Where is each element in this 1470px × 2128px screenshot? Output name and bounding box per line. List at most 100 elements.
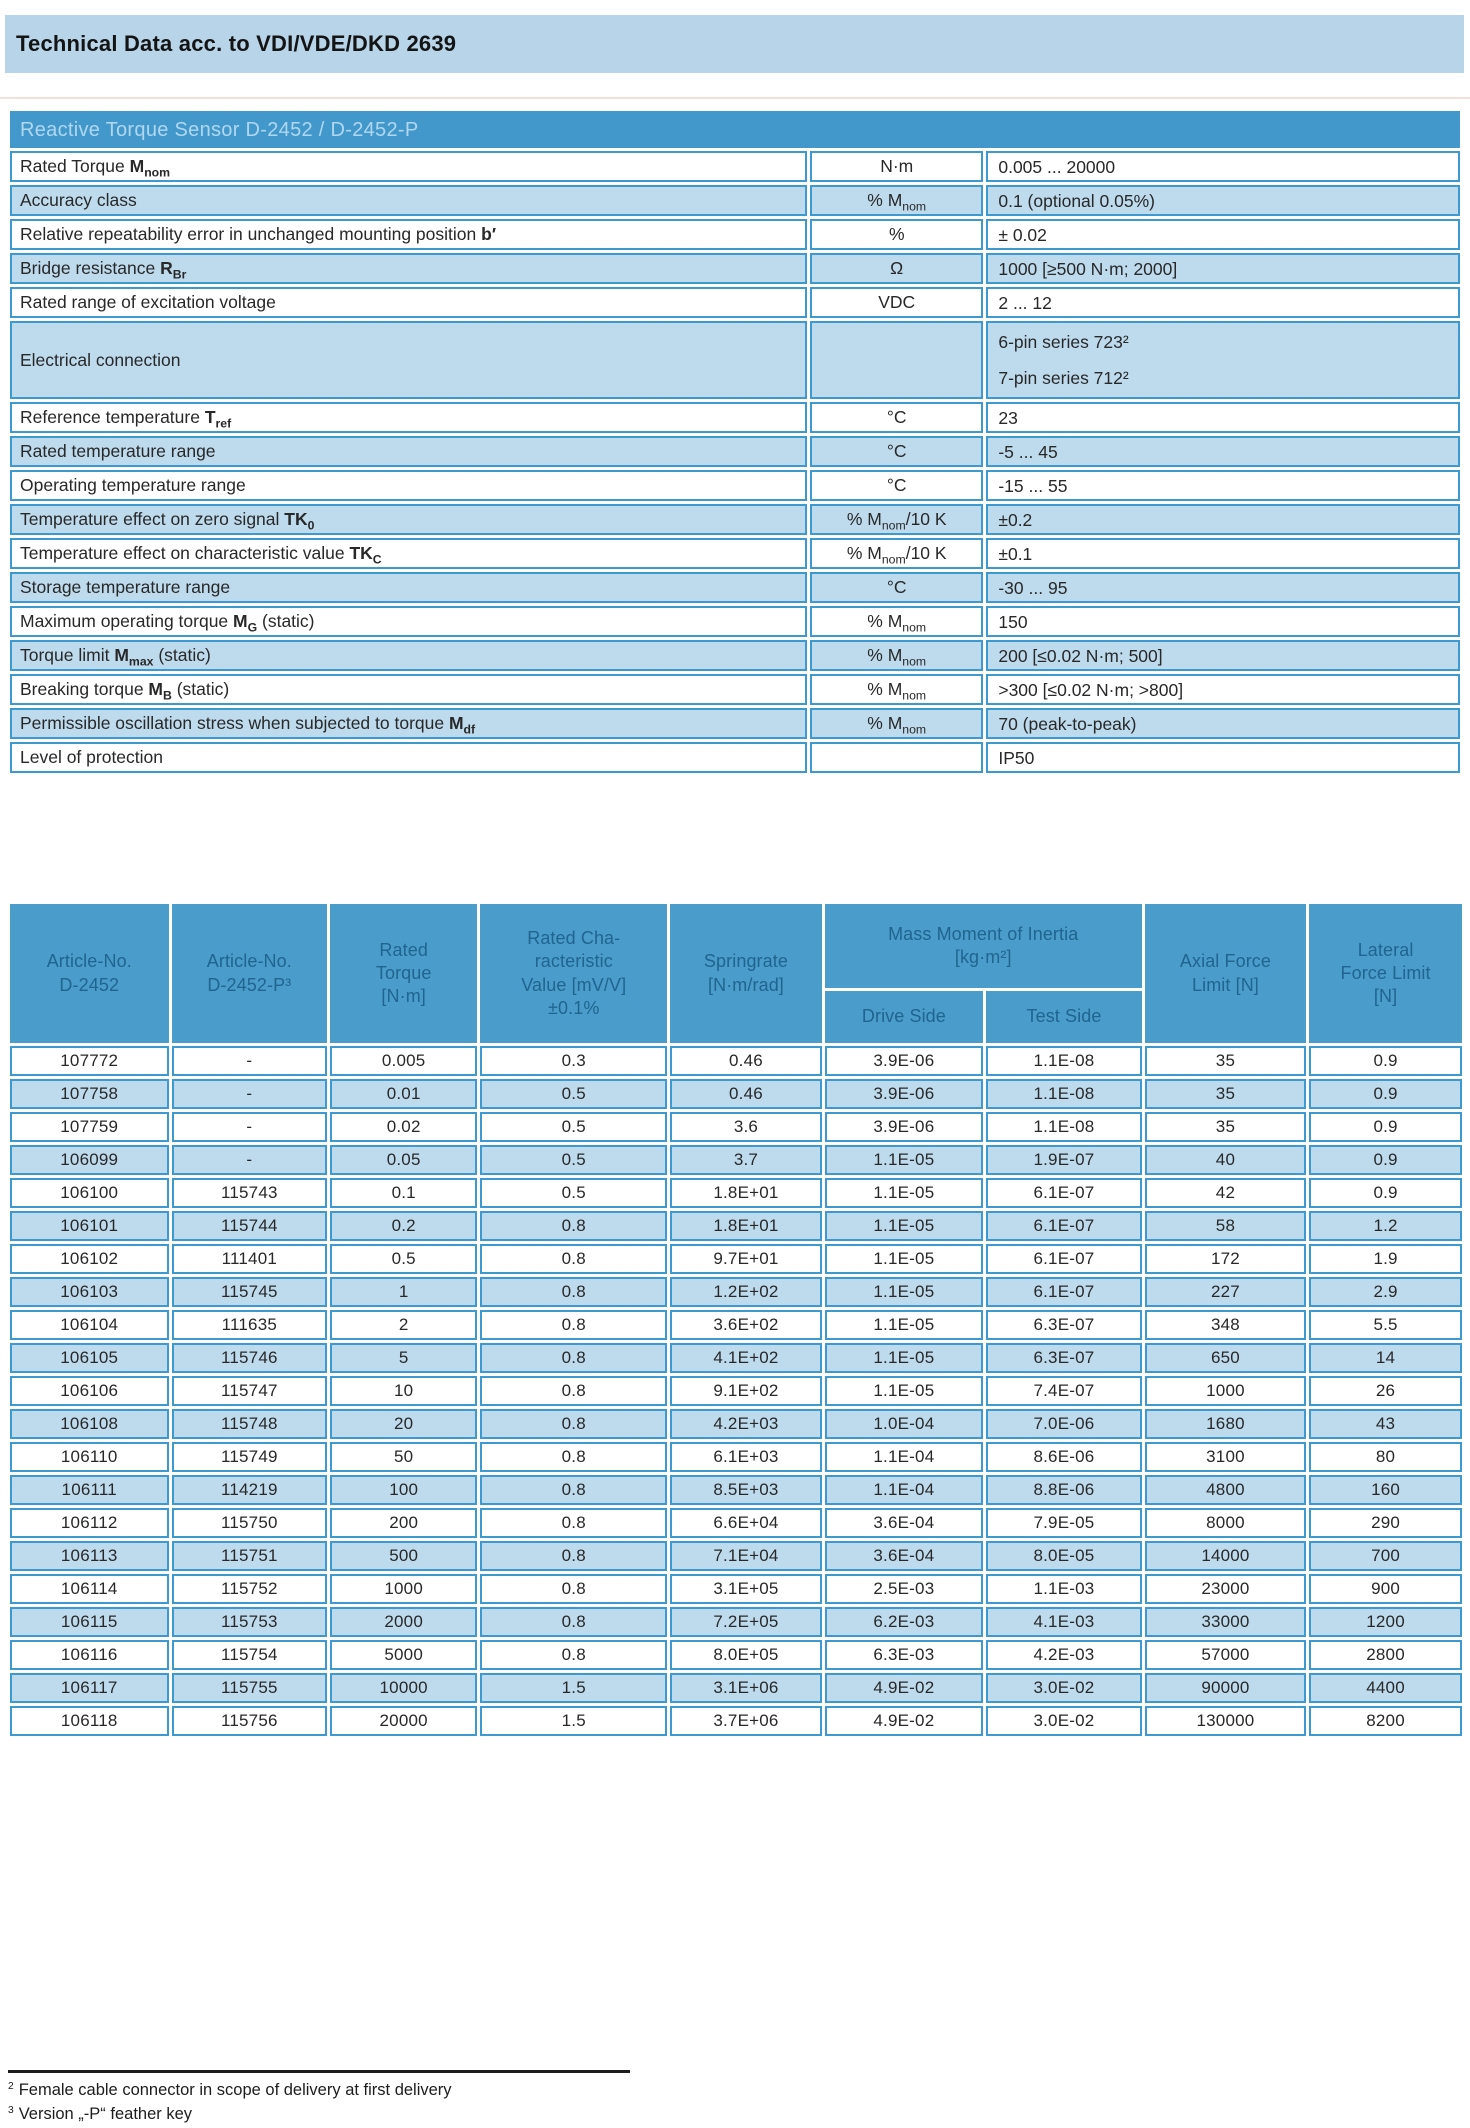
table-cell: 1.5 <box>480 1673 668 1703</box>
spec-row: Storage temperature range °C -30 ... 95 <box>10 572 1460 603</box>
table-cell: 3.1E+06 <box>670 1673 822 1703</box>
table-cell: 348 <box>1144 1310 1307 1340</box>
table-cell: - <box>171 1046 328 1076</box>
spec-row: Operating temperature range °C -15 ... 55 <box>10 470 1460 501</box>
table-cell: 115753 <box>171 1607 328 1637</box>
text-part: M <box>448 713 464 733</box>
col-header-article-d2452p: Article-No. D-2452-P³ <box>171 904 328 1043</box>
table-cell: 8.0E-05 <box>986 1541 1142 1571</box>
spec-value: 2 ... 12 <box>986 287 1460 318</box>
text-part: Reference temperature <box>20 407 205 427</box>
spec-value: ±0.1 <box>986 538 1460 569</box>
table-row: 106112 115750 200 0.8 6.6E+04 3.6E-04 7.9E-05 8… <box>10 1508 1462 1538</box>
text-part: Bridge resistance <box>20 258 161 278</box>
table-cell: 0.8 <box>480 1475 668 1505</box>
table-cell: 106115 <box>10 1607 169 1637</box>
text-part: Ω <box>890 258 904 278</box>
table-cell: 106108 <box>10 1409 169 1439</box>
text-part: /10 K <box>905 509 947 529</box>
table-cell: 106102 <box>10 1244 169 1274</box>
table-cell: 115755 <box>171 1673 328 1703</box>
table-cell: 0.8 <box>480 1277 668 1307</box>
spec-value-line: IP50 <box>998 747 1035 768</box>
table-row: 107758-0.01 0.5 0.46 3.9E-06 1.1E-08 35 0.9 <box>10 1079 1462 1109</box>
table-cell: 0.8 <box>480 1376 668 1406</box>
table-cell: 6.6E+04 <box>670 1508 822 1538</box>
table-cell: 8.5E+03 <box>670 1475 822 1505</box>
subscript: C <box>372 552 382 567</box>
spec-label: Accuracy class <box>10 185 808 216</box>
table-cell: 1.1E-08 <box>986 1079 1142 1109</box>
spec-label: Breaking torque MB (static) <box>10 674 808 705</box>
col-header-springrate: Springrate [N·m/rad] <box>670 904 822 1043</box>
spec-value: 200 [≤0.02 N·m; 500] <box>986 640 1460 671</box>
spec-label: Temperature effect on characteristic val… <box>10 538 808 569</box>
table-cell: 7.9E-05 <box>986 1508 1142 1538</box>
table-cell: 20 <box>330 1409 478 1439</box>
text-part: TK <box>349 543 373 563</box>
text-part: (static) <box>153 645 211 665</box>
table-cell: 4.9E-02 <box>824 1706 984 1736</box>
page-title: Technical Data acc. to VDI/VDE/DKD 2639 <box>16 31 457 56</box>
table-cell: 14000 <box>1144 1541 1307 1571</box>
table-cell: 1000 <box>1144 1376 1307 1406</box>
spec-value: 150 <box>986 606 1460 637</box>
text-part: /10 K <box>905 543 947 563</box>
table-cell: 115745 <box>171 1277 328 1307</box>
table-cell: 650 <box>1144 1343 1307 1373</box>
table-cell: 1.1E-05 <box>824 1310 984 1340</box>
table-cell: 106117 <box>10 1673 169 1703</box>
table-cell: 106100 <box>10 1178 169 1208</box>
table-cell: 1.1E-04 <box>824 1442 984 1472</box>
table-cell: 8000 <box>1144 1508 1307 1538</box>
subscript: max <box>128 654 154 669</box>
table-cell: 111635 <box>171 1310 328 1340</box>
table-cell: 0.8 <box>480 1640 668 1670</box>
table-cell: 1.1E-05 <box>824 1244 984 1274</box>
spec-label: Bridge resistance RBr <box>10 253 808 284</box>
table-cell: 0.46 <box>670 1079 822 1109</box>
spec-value-line: 6-pin series 723² <box>998 332 1129 352</box>
table-cell: 90000 <box>1144 1673 1307 1703</box>
table-cell: 57000 <box>1144 1640 1307 1670</box>
scan-divider-line <box>0 97 1470 99</box>
text-part: M <box>129 156 145 176</box>
table-cell: 227 <box>1144 1277 1307 1307</box>
spec-row: Level of protection IP50 <box>10 742 1460 773</box>
table-cell: 3100 <box>1144 1442 1307 1472</box>
table-cell: 115756 <box>171 1706 328 1736</box>
footnote-marker: 3 <box>8 2104 14 2116</box>
table-cell: 130000 <box>1144 1706 1307 1736</box>
text-part: TK <box>284 509 308 529</box>
spec-row: Temperature effect on zero signal TK0% M… <box>10 504 1460 535</box>
table-cell: 0.01 <box>330 1079 478 1109</box>
table-cell: - <box>171 1145 328 1175</box>
table-cell: 3.7 <box>670 1145 822 1175</box>
subscript: B <box>163 688 172 703</box>
table-cell: 3.6E-04 <box>824 1541 984 1571</box>
table-cell: 1.1E-05 <box>824 1277 984 1307</box>
table-cell: 0.5 <box>480 1079 668 1109</box>
col-header-inertia-group: Mass Moment of Inertia [kg·m²] <box>824 904 1142 988</box>
table-cell: 3.0E-02 <box>986 1673 1142 1703</box>
table-cell: 115754 <box>171 1640 328 1670</box>
table-cell: 0.1 <box>330 1178 478 1208</box>
subscript: G <box>247 620 258 635</box>
table-cell: 115751 <box>171 1541 328 1571</box>
table-cell: 0.9 <box>1309 1046 1462 1076</box>
data-table-header: Article-No. D-2452 Article-No. D-2452-P³… <box>10 904 1462 1043</box>
table-cell: 9.7E+01 <box>670 1244 822 1274</box>
table-row: 106105 115746 5 0.8 4.1E+02 1.1E-05 6.3E-07 650… <box>10 1343 1462 1373</box>
table-cell: 43 <box>1309 1409 1462 1439</box>
footnote-marker: 2 <box>8 2080 14 2092</box>
spec-row: Relative repeatability error in unchange… <box>10 219 1460 250</box>
text-part: Rated Torque <box>20 156 130 176</box>
table-cell: 0.05 <box>330 1145 478 1175</box>
spec-row: Maximum operating torque MG (static)% Mn… <box>10 606 1460 637</box>
spec-value: 0.005 ... 20000 <box>986 151 1460 182</box>
table-cell: - <box>171 1112 328 1142</box>
spec-value: -5 ... 45 <box>986 436 1460 467</box>
spec-unit: % Mnom <box>810 640 984 671</box>
table-cell: 4.1E-03 <box>986 1607 1142 1637</box>
table-row: 106118 115756 20000 1.5 3.7E+06 4.9E-02 3.0E-0… <box>10 1706 1462 1736</box>
